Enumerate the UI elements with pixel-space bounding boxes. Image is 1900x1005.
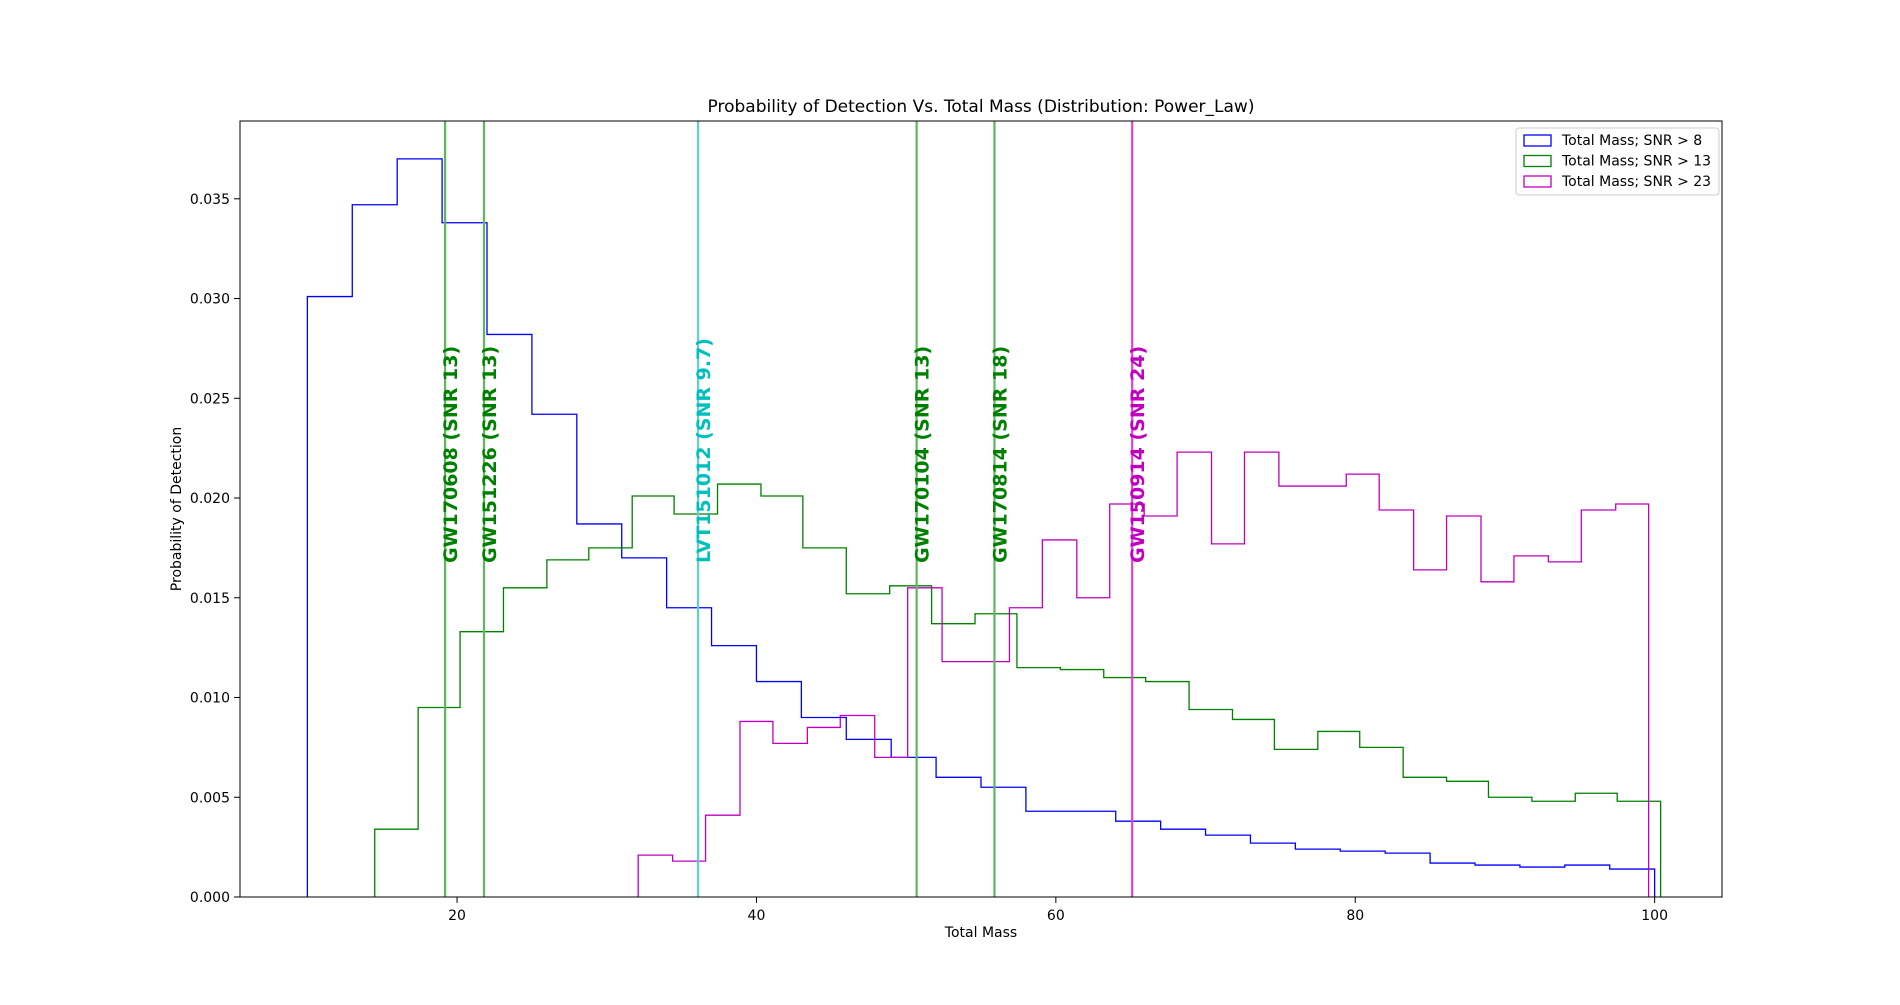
series-layer (306, 158, 1662, 897)
event-label-gw170104: GW170104 (SNR 13) (912, 346, 934, 563)
y-tick-label: 0.005 (190, 790, 230, 806)
legend-box (1515, 127, 1720, 196)
legend-label-3: Total Mass; SNR > 23 (1561, 174, 1711, 190)
legend-swatch-3 (1523, 175, 1552, 188)
x-axis-title: Total Mass (944, 925, 1017, 941)
y-tick-label: 0.020 (190, 491, 230, 507)
event-label-gw150914: GW150914 (SNR 24) (1127, 346, 1149, 563)
y-tick-label: 0.000 (190, 890, 230, 906)
axes-layer: 20 40 60 80 100 0.000 0.005 0.010 0.015 0.020 0.02… (190, 120, 1723, 924)
legend-label-2: Total Mass; SNR > 13 (1561, 154, 1711, 170)
series-1-histogram (306, 158, 1656, 897)
x-tick-label: 100 (1641, 908, 1668, 924)
x-tick-label: 80 (1346, 908, 1364, 924)
y-tick-label: 0.030 (190, 292, 230, 308)
legend-label-1: Total Mass; SNR > 8 (1561, 133, 1702, 149)
chart-title: Probability of Detection Vs. Total Mass … (708, 97, 1255, 117)
y-tick-label: 0.025 (190, 391, 230, 407)
x-tick-label: 40 (748, 908, 766, 924)
y-tick-label: 0.035 (190, 192, 230, 208)
y-tick-label: 0.015 (190, 591, 230, 607)
series-2-histogram (374, 483, 1662, 897)
legend-swatch-1 (1523, 134, 1552, 147)
series-3-histogram (637, 451, 1650, 897)
legend-swatch-2 (1523, 154, 1552, 168)
event-lines-layer: GW170608 (SNR 13) GW151226 (SNR 13) LVT151… (440, 121, 1149, 897)
event-label-gw151226: GW151226 (SNR 13) (479, 346, 501, 563)
event-label-lvt151012: LVT151012 (SNR 9.7) (693, 338, 715, 563)
legend: Total Mass; SNR > 8 Total Mass; SNR > 13 T… (1515, 127, 1720, 196)
event-label-gw170814: GW170814 (SNR 18) (989, 346, 1011, 563)
event-label-gw170608: GW170608 (SNR 13) (440, 346, 462, 563)
y-tick-label: 0.010 (190, 691, 230, 707)
plot-frame (239, 120, 1723, 898)
x-tick-label: 60 (1047, 908, 1065, 924)
x-tick-label: 20 (448, 908, 466, 924)
y-axis-title: Probability of Detection (169, 427, 185, 591)
